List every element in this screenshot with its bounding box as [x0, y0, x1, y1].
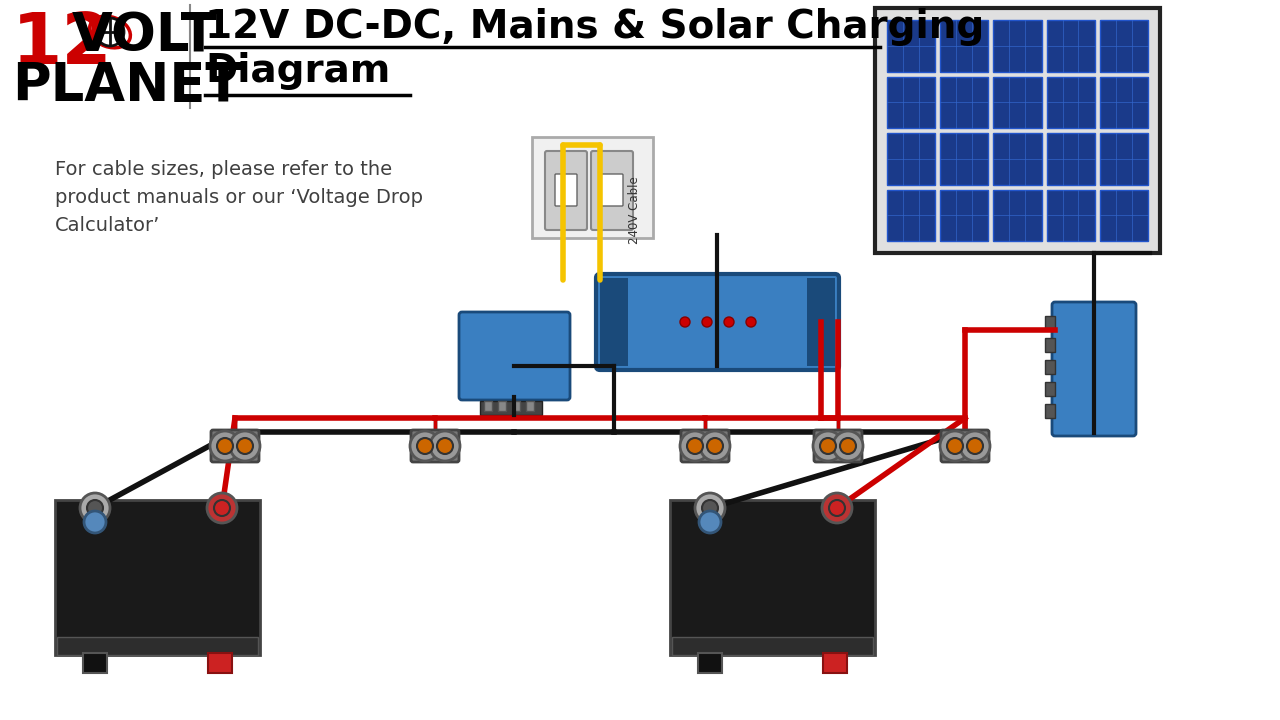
Bar: [1044, 360, 1055, 374]
Circle shape: [746, 317, 756, 327]
Text: VOLT: VOLT: [72, 10, 218, 62]
Circle shape: [410, 431, 440, 461]
Bar: [526, 401, 534, 411]
Circle shape: [436, 438, 453, 454]
Bar: [876, 8, 1160, 253]
Bar: [1100, 20, 1148, 71]
Circle shape: [960, 431, 989, 461]
Circle shape: [417, 438, 433, 454]
Circle shape: [947, 438, 963, 454]
Bar: [1044, 382, 1055, 396]
Circle shape: [81, 493, 110, 523]
Bar: [498, 401, 506, 411]
Bar: [941, 76, 988, 128]
Circle shape: [940, 431, 970, 461]
Circle shape: [813, 431, 844, 461]
FancyBboxPatch shape: [211, 430, 259, 462]
Circle shape: [724, 317, 733, 327]
Circle shape: [840, 438, 856, 454]
Bar: [1047, 189, 1094, 241]
Bar: [600, 278, 628, 366]
Bar: [1044, 316, 1055, 330]
Bar: [55, 500, 260, 655]
Circle shape: [207, 493, 237, 523]
Circle shape: [829, 500, 845, 516]
Circle shape: [966, 438, 983, 454]
Circle shape: [820, 438, 836, 454]
Text: For cable sizes, please refer to the
product manuals or our ‘Voltage Drop
Calcul: For cable sizes, please refer to the pro…: [55, 160, 422, 235]
Bar: [887, 189, 936, 241]
Bar: [1100, 189, 1148, 241]
Bar: [993, 189, 1042, 241]
Bar: [1100, 76, 1148, 128]
FancyBboxPatch shape: [1052, 302, 1135, 436]
Bar: [1044, 404, 1055, 418]
FancyBboxPatch shape: [602, 174, 623, 206]
Circle shape: [699, 511, 721, 533]
Bar: [83, 653, 108, 673]
Bar: [209, 653, 232, 673]
Circle shape: [701, 317, 712, 327]
Bar: [1047, 76, 1094, 128]
FancyBboxPatch shape: [941, 430, 989, 462]
Circle shape: [833, 431, 863, 461]
Circle shape: [214, 500, 230, 516]
Bar: [1047, 20, 1094, 71]
Circle shape: [707, 438, 723, 454]
Bar: [993, 20, 1042, 71]
Bar: [484, 401, 492, 411]
Bar: [1044, 338, 1055, 352]
FancyBboxPatch shape: [814, 430, 861, 462]
Circle shape: [687, 438, 703, 454]
Text: 12: 12: [12, 10, 113, 79]
Bar: [669, 500, 876, 655]
Circle shape: [84, 511, 106, 533]
Circle shape: [87, 500, 102, 516]
Bar: [941, 133, 988, 184]
Bar: [887, 20, 936, 71]
FancyBboxPatch shape: [460, 312, 570, 400]
FancyBboxPatch shape: [591, 151, 634, 230]
Circle shape: [822, 493, 852, 523]
Bar: [58, 637, 259, 655]
Bar: [672, 637, 873, 655]
Circle shape: [701, 500, 718, 516]
Circle shape: [695, 493, 724, 523]
Circle shape: [230, 431, 260, 461]
Bar: [480, 401, 541, 415]
Circle shape: [680, 431, 710, 461]
Bar: [806, 278, 835, 366]
Bar: [1100, 133, 1148, 184]
FancyBboxPatch shape: [556, 174, 577, 206]
Bar: [887, 133, 936, 184]
Text: 12V DC-DC, Mains & Solar Charging: 12V DC-DC, Mains & Solar Charging: [205, 8, 984, 46]
FancyBboxPatch shape: [681, 430, 730, 462]
Bar: [823, 653, 847, 673]
FancyBboxPatch shape: [545, 151, 588, 230]
Bar: [941, 20, 988, 71]
Circle shape: [210, 431, 241, 461]
Bar: [512, 401, 520, 411]
FancyBboxPatch shape: [596, 274, 838, 370]
Circle shape: [680, 317, 690, 327]
Bar: [993, 76, 1042, 128]
Text: 240V Cable: 240V Cable: [628, 176, 641, 244]
Circle shape: [237, 438, 253, 454]
Bar: [698, 653, 722, 673]
Text: Diagram: Diagram: [205, 52, 390, 90]
Bar: [1047, 133, 1094, 184]
Text: PLANET: PLANET: [12, 60, 242, 112]
FancyBboxPatch shape: [532, 137, 653, 238]
Circle shape: [430, 431, 460, 461]
FancyBboxPatch shape: [411, 430, 460, 462]
Bar: [887, 76, 936, 128]
Bar: [993, 133, 1042, 184]
Bar: [941, 189, 988, 241]
Circle shape: [700, 431, 730, 461]
Circle shape: [218, 438, 233, 454]
